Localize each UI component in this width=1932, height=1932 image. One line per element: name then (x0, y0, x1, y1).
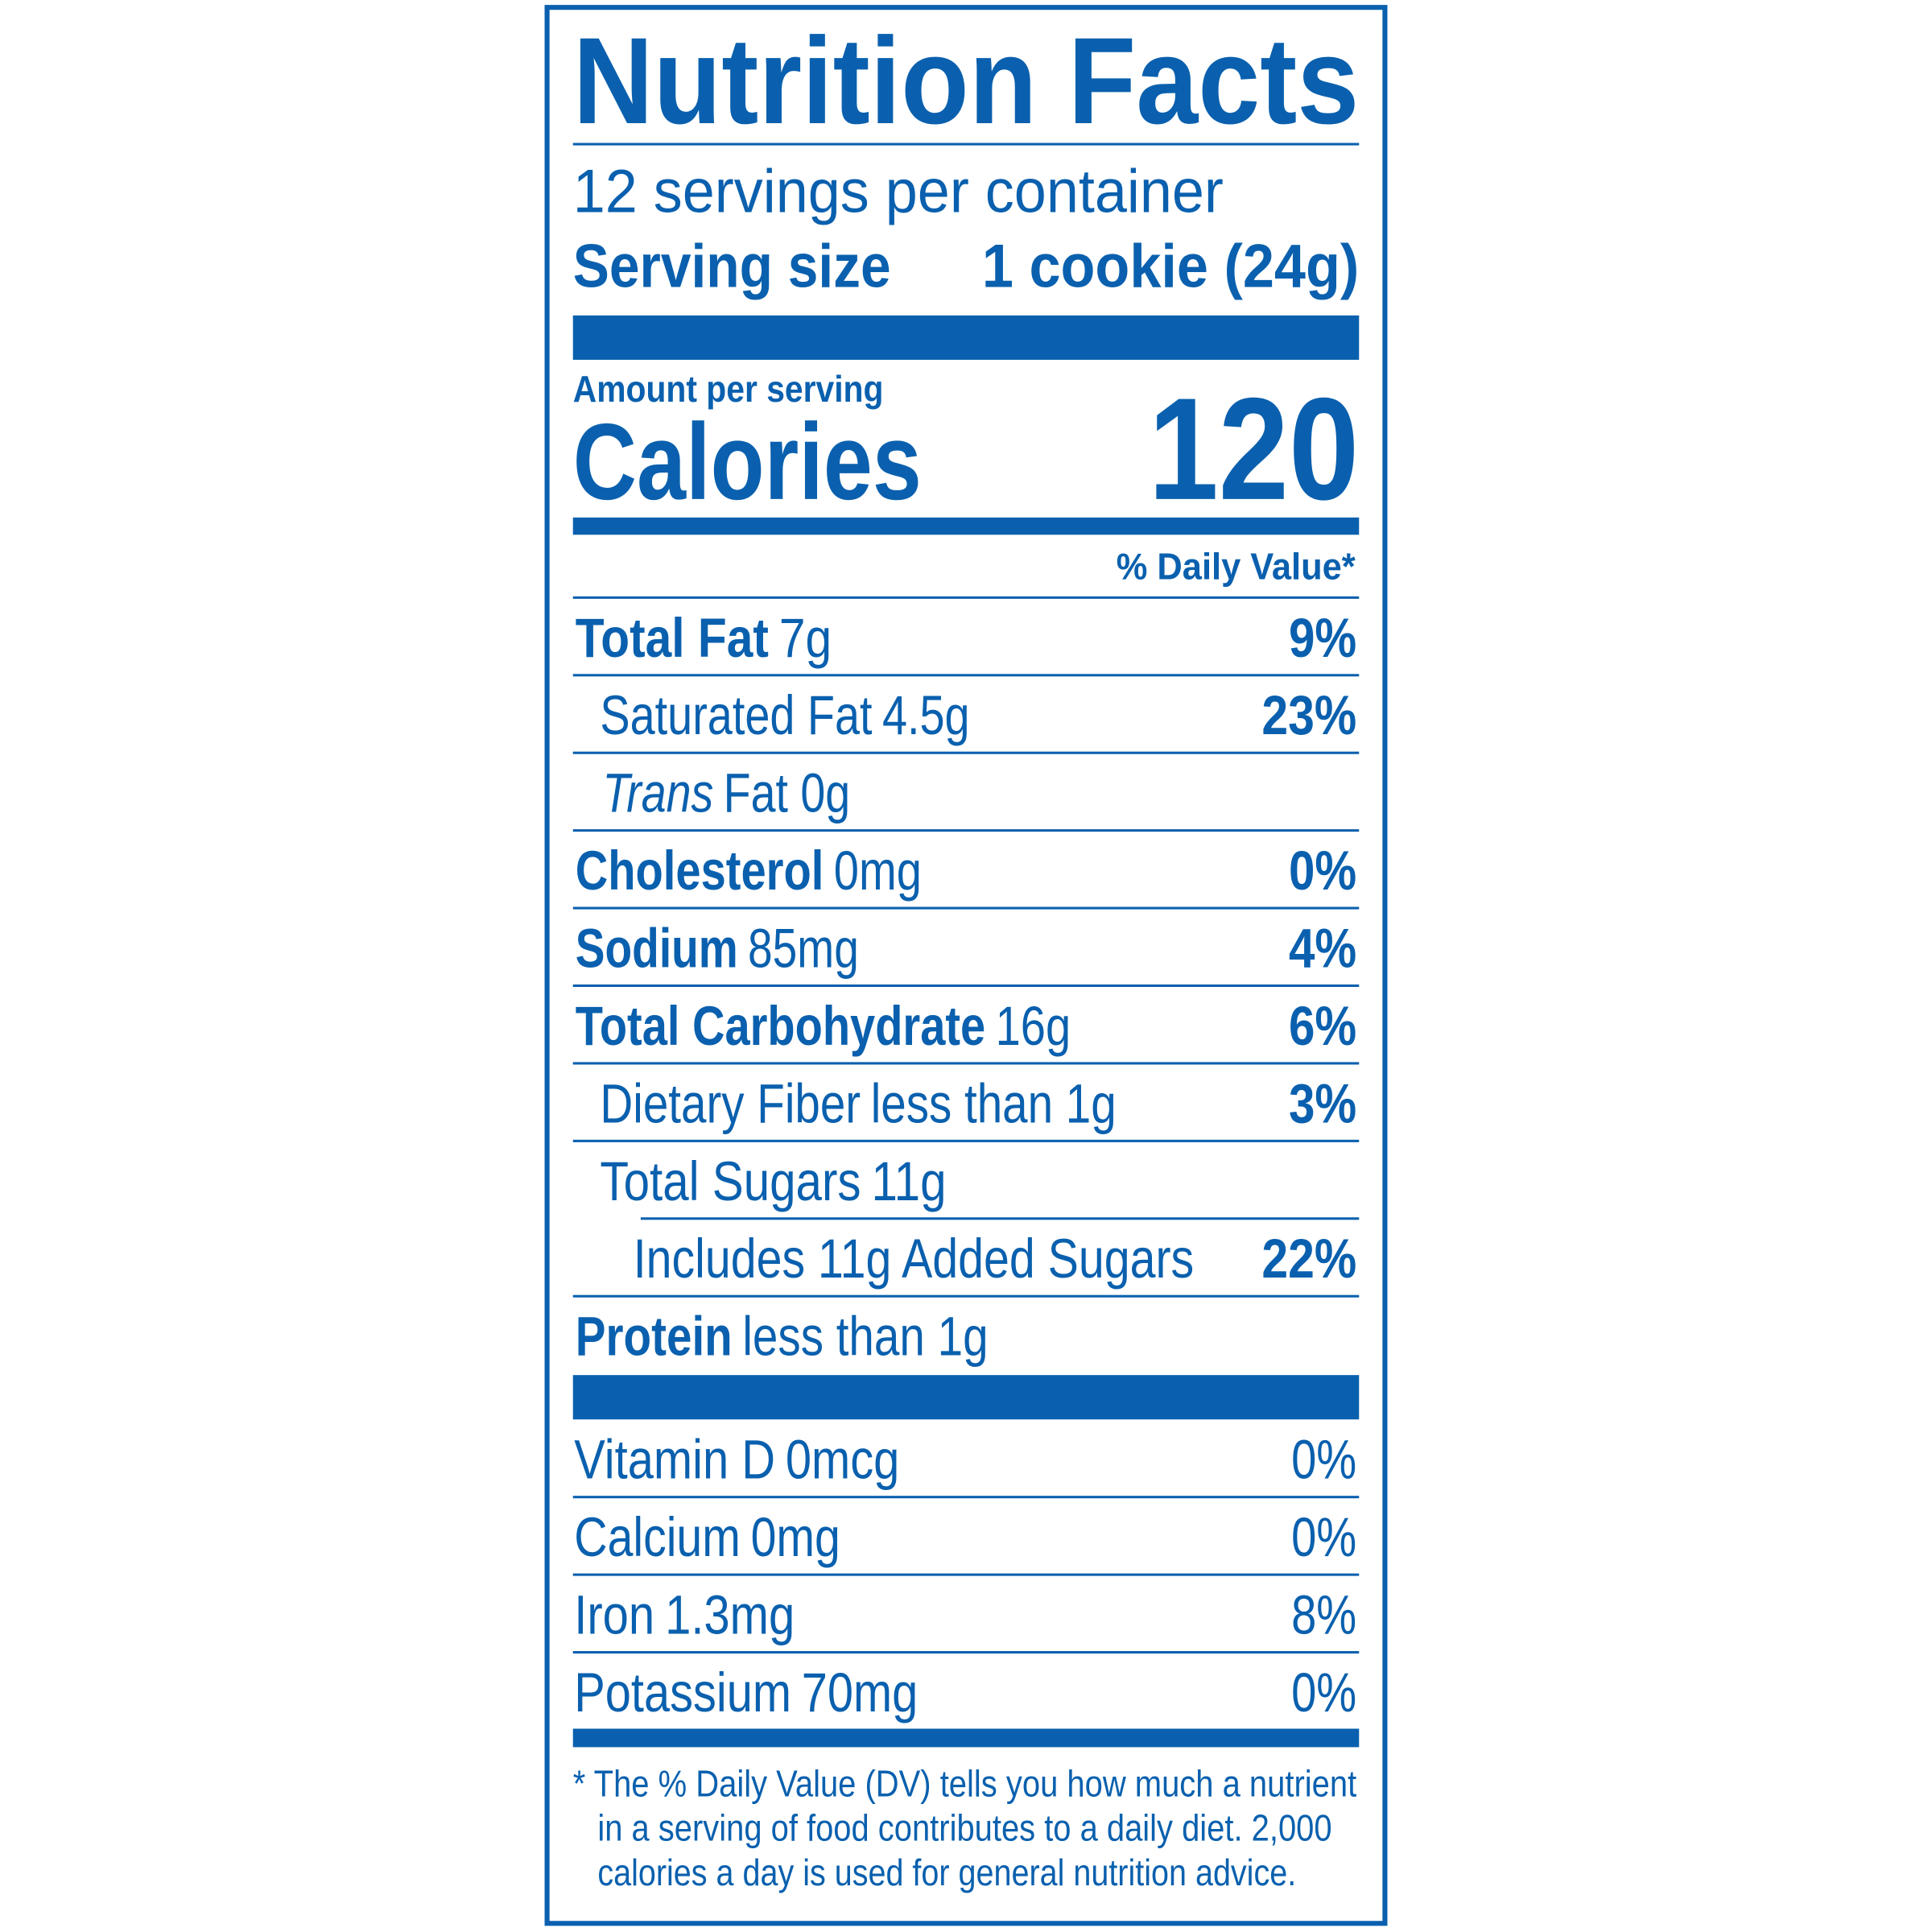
nutrient-name: Total Fat (576, 607, 769, 669)
nutrient-amount: 7g (779, 607, 832, 669)
daily-value: 3% (1289, 1072, 1356, 1134)
rule (572, 1294, 1360, 1298)
nutrient-amount: Fat 0g (724, 762, 850, 824)
vitamin-row: Vitamin D0mcg (574, 1429, 899, 1491)
rule (572, 1651, 1360, 1654)
rule (572, 674, 1360, 677)
rule (572, 142, 1360, 146)
vitamin-name: Calcium (574, 1506, 741, 1568)
daily-value: 22% (1261, 1228, 1356, 1290)
daily-value: 0% (1291, 1506, 1356, 1568)
serving-size-label: Serving size (573, 233, 891, 301)
rule (572, 751, 1360, 754)
rule (572, 829, 1360, 832)
nutrient-name: Protein (576, 1306, 733, 1368)
footnote-line: * The % Daily Value (DV) tells you how m… (573, 1763, 1357, 1805)
nutrient-row: Cholesterol0mg (576, 840, 922, 902)
vitamin-row: Potassium70mg (574, 1662, 918, 1724)
nutrient-amount: less than 1g (871, 1072, 1117, 1134)
daily-value: 0% (1289, 840, 1356, 902)
nutrient-row: Proteinless than 1g (576, 1306, 989, 1368)
serving-size-value: 1 cookie (24g) (982, 233, 1359, 301)
rule (572, 1139, 1360, 1142)
nutrient-name: Includes 11g Added Sugars (634, 1228, 1194, 1290)
medium-bar (572, 1728, 1360, 1748)
medium-bar (572, 517, 1360, 535)
rule (572, 906, 1360, 910)
daily-value: 8% (1291, 1584, 1356, 1646)
nutrient-name: Cholesterol (576, 840, 824, 902)
nutrient-row: Dietary Fiberless than 1g (600, 1072, 1116, 1134)
thick-bar (572, 1375, 1360, 1420)
nutrient-name: Total Sugars (600, 1150, 861, 1212)
vitamin-amount: 70mg (802, 1662, 919, 1724)
nutrient-row: Includes 11g Added Sugars (634, 1228, 1194, 1290)
nutrient-name: Trans (602, 762, 713, 824)
vitamin-amount: 0mcg (786, 1429, 899, 1491)
vitamin-row: Calcium0mg (574, 1506, 840, 1568)
rule (572, 1062, 1360, 1065)
nutrient-row: Sodium85mg (576, 918, 859, 980)
vitamin-row: Iron1.3mg (574, 1584, 795, 1646)
nutrient-row: Total Fat7g (576, 607, 832, 669)
rule (572, 596, 1360, 599)
nutrient-amount: 0mg (834, 840, 922, 902)
vitamin-name: Potassium (574, 1662, 791, 1724)
thick-bar (572, 315, 1360, 360)
footnote-line: calories a day is used for general nutri… (597, 1852, 1296, 1893)
rule (572, 1496, 1360, 1499)
servings: 12 servings per container (573, 157, 1224, 225)
title: Nutrition Facts (573, 12, 1360, 150)
footnote-line: in a serving of food contributes to a da… (597, 1807, 1331, 1849)
amount-per-serving: Amount per serving (573, 368, 884, 410)
daily-value: 0% (1291, 1662, 1356, 1724)
nutrient-name: Dietary Fiber (600, 1072, 861, 1134)
nutrient-name: Total Carbohydrate (576, 995, 985, 1057)
nutrient-row: Saturated Fat4.5g (600, 684, 969, 746)
daily-value: 6% (1289, 995, 1356, 1057)
nutrient-name: Sodium (576, 918, 738, 980)
calories-label: Calories (573, 401, 922, 522)
daily-value: 0% (1291, 1429, 1356, 1491)
label-border (544, 5, 1388, 1926)
nutrient-amount: less than 1g (742, 1306, 988, 1368)
daily-value: 9% (1289, 607, 1356, 669)
rule (572, 984, 1360, 988)
nutrient-amount: 16g (996, 995, 1071, 1057)
vitamin-name: Vitamin D (574, 1429, 775, 1491)
vitamin-name: Iron (574, 1584, 654, 1646)
vitamin-amount: 1.3mg (665, 1584, 795, 1646)
daily-value: 23% (1261, 684, 1356, 746)
daily-value: 4% (1289, 918, 1356, 980)
nutrient-amount: 85mg (748, 918, 859, 980)
nutrient-amount: 4.5g (882, 684, 970, 746)
calories-value: 120 (1149, 368, 1360, 530)
nutrient-row: Total Carbohydrate16g (576, 995, 1071, 1057)
daily-value-header: % Daily Value* (1117, 545, 1356, 587)
nutrient-amount: 11g (872, 1150, 947, 1212)
nutrient-name: Saturated Fat (600, 684, 872, 746)
rule (640, 1217, 1360, 1220)
nutrient-row: Total Sugars11g (600, 1150, 946, 1212)
rule (572, 1573, 1360, 1576)
vitamin-amount: 0mg (751, 1506, 840, 1568)
nutrient-row: TransFat 0g (602, 762, 850, 824)
